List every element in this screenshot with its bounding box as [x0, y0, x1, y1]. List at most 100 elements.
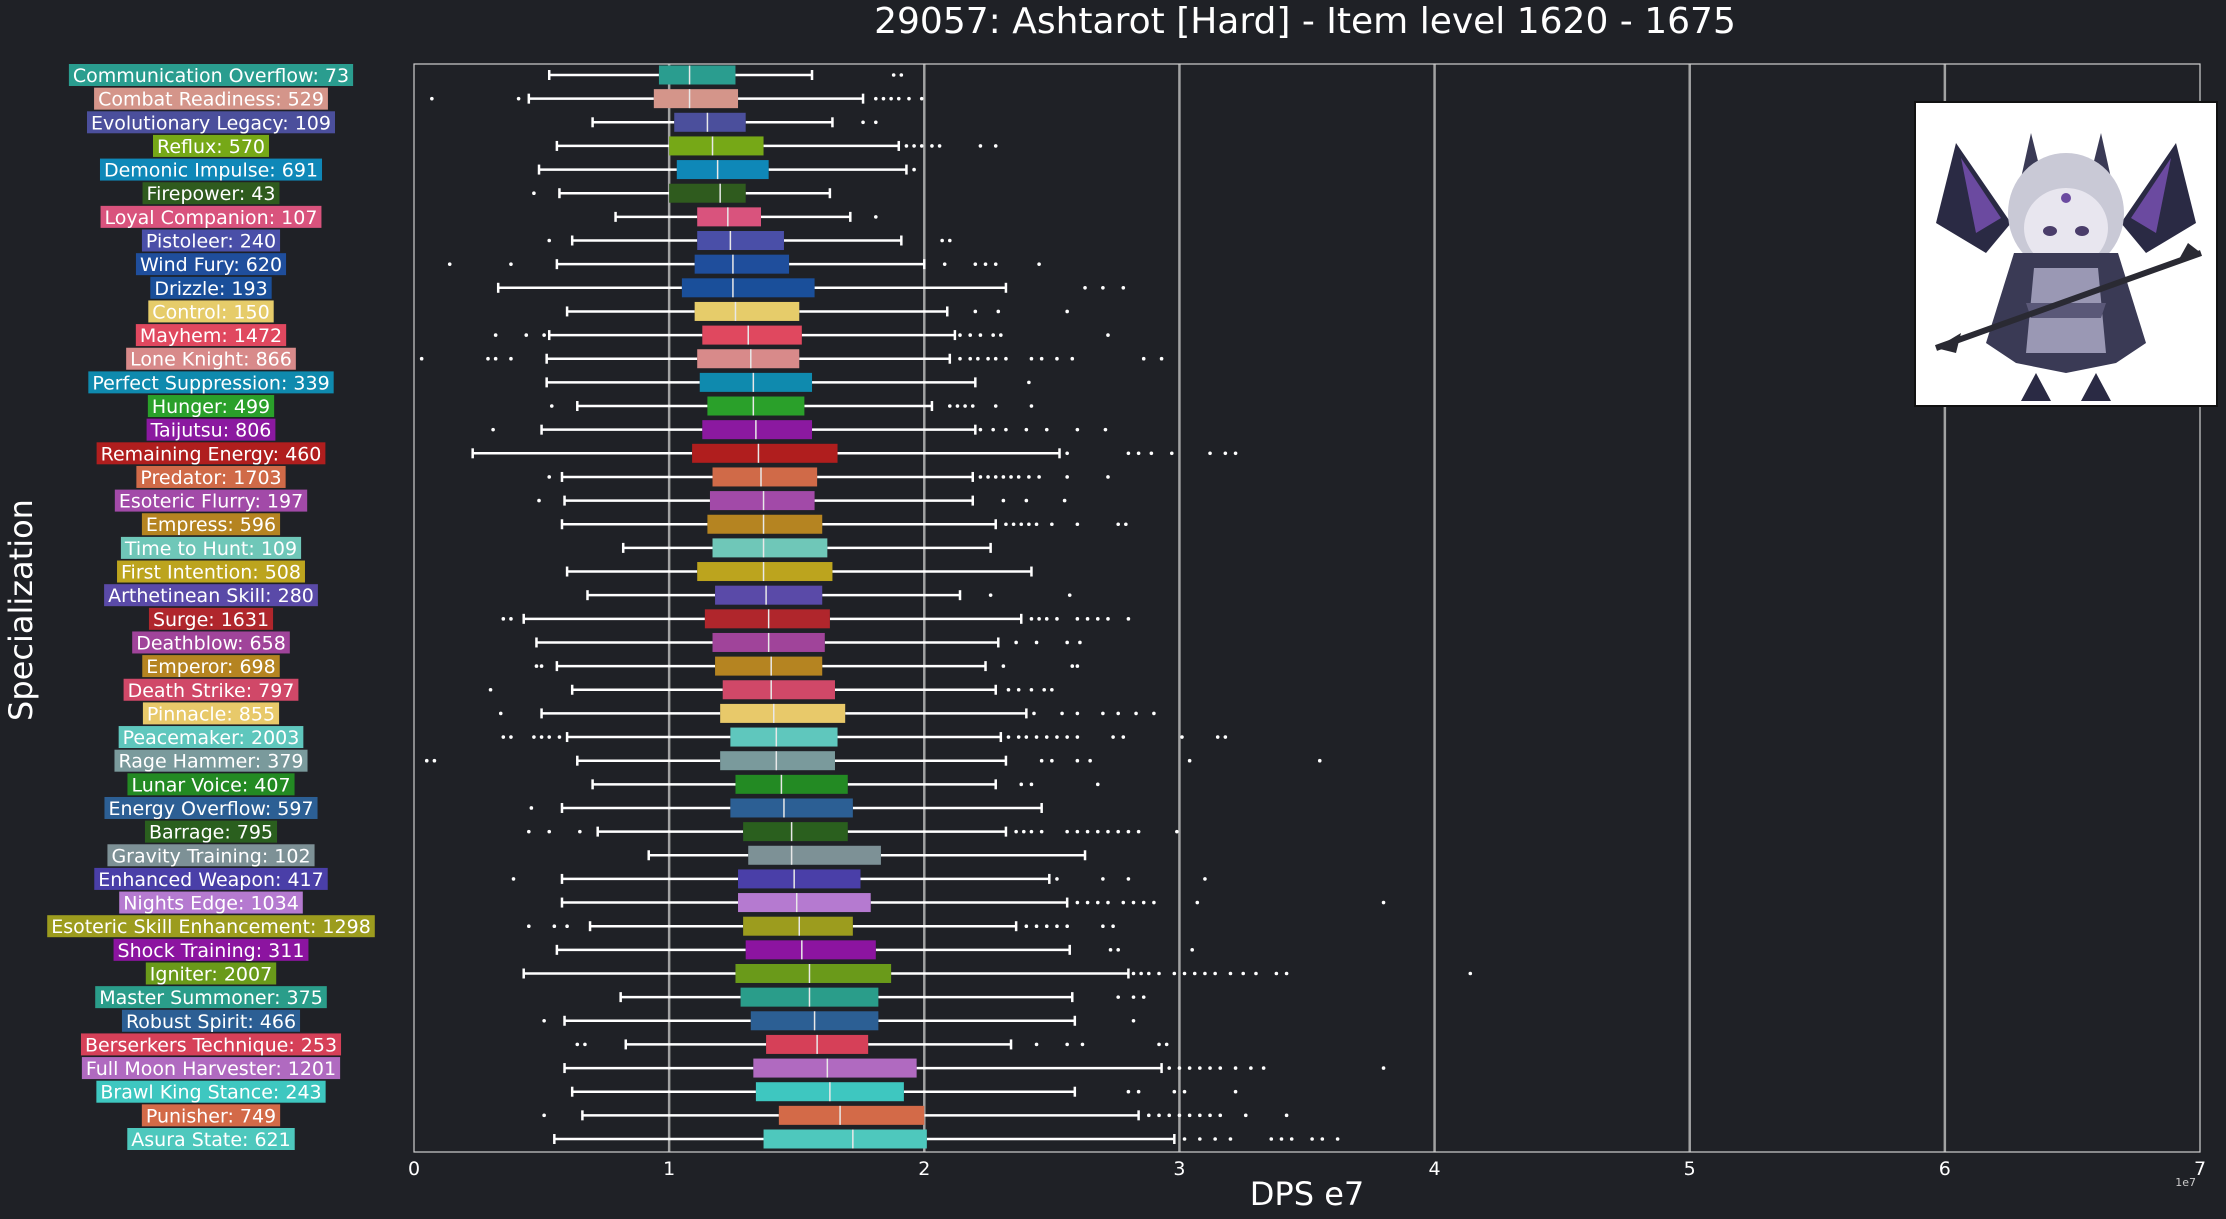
category-label: Igniter: 2007 — [145, 962, 277, 985]
outlier-point — [1065, 829, 1069, 834]
category-label: Full Moon Harvester: 1201 — [81, 1057, 341, 1080]
outlier-point — [1131, 971, 1136, 976]
category-label: Death Strike: 797 — [123, 678, 299, 702]
outlier-point — [1021, 829, 1026, 834]
category-label: Reflux: 570 — [153, 134, 269, 158]
category-label-text: Mayhem: 1472 — [140, 325, 282, 347]
outlier-point — [1075, 735, 1080, 739]
outlier-point — [1065, 1042, 1069, 1047]
box-row — [527, 822, 1179, 842]
outlier-point — [1055, 924, 1059, 928]
iqr-box — [694, 301, 800, 321]
x-tick-label: 0 — [408, 1158, 420, 1180]
outlier-point — [424, 758, 429, 763]
category-label: Drizzle: 193 — [150, 276, 272, 300]
x-tick-label: 1 — [663, 1158, 675, 1180]
category-label: Lone Knight: 866 — [126, 347, 296, 371]
outlier-point — [1065, 451, 1069, 456]
outlier-point — [1029, 404, 1034, 408]
category-label-bg — [142, 655, 280, 678]
category-label-bg — [145, 962, 277, 985]
category-label-text: Deathblow: 658 — [136, 632, 286, 654]
outlier-point — [1095, 829, 1100, 834]
outlier-point — [1039, 829, 1044, 834]
box-row — [547, 231, 952, 251]
outlier-point — [1126, 451, 1131, 456]
outlier-point — [1180, 735, 1184, 739]
category-label-bg — [148, 607, 274, 630]
category-label-text: Shock Training: 311 — [118, 940, 305, 962]
outlier-point — [1065, 735, 1069, 739]
category-label: Empress: 596 — [141, 513, 281, 536]
category-label: Punisher: 749 — [141, 1104, 281, 1127]
category-label-text: Brawl King Stance: 243 — [100, 1082, 321, 1104]
box-row — [471, 443, 1238, 463]
outlier-point — [991, 427, 995, 432]
outlier-point — [547, 829, 552, 834]
outlier-point — [919, 96, 924, 101]
iqr-box — [778, 1105, 925, 1125]
outlier-point — [1001, 475, 1006, 479]
outlier-point — [1062, 498, 1067, 503]
category-label-bg — [81, 1057, 341, 1080]
outlier-point — [1111, 735, 1115, 739]
outlier-point — [1085, 829, 1090, 834]
outlier-point — [1182, 1137, 1187, 1141]
category-label-text: Esoteric Flurry: 197 — [119, 491, 303, 513]
category-label-text: Empress: 596 — [146, 514, 276, 536]
outlier-point — [578, 829, 582, 834]
outlier-point — [1055, 877, 1059, 881]
outlier-point — [1241, 971, 1246, 976]
outlier-point — [1131, 900, 1136, 905]
box-row — [591, 112, 878, 132]
outlier-point — [1208, 451, 1212, 456]
outlier-point — [1108, 948, 1113, 952]
outlier-point — [874, 215, 878, 219]
category-label: Berserkers Technique: 253 — [80, 1033, 342, 1056]
outlier-point — [891, 73, 896, 77]
outlier-point — [516, 96, 521, 101]
outlier-point — [1269, 1137, 1274, 1141]
outlier-point — [942, 262, 947, 266]
outlier-point — [1004, 356, 1008, 361]
category-label-text: Enhanced Weapon: 417 — [98, 869, 323, 891]
outlier-point — [1034, 522, 1039, 527]
box-row — [647, 845, 1087, 865]
category-label-bg — [100, 205, 322, 228]
outlier-point — [1075, 711, 1080, 716]
outlier-point — [539, 664, 544, 668]
category-label-text: Punisher: 749 — [146, 1105, 276, 1127]
iqr-box — [715, 585, 823, 605]
outlier-point — [1152, 711, 1156, 716]
outlier-point — [1167, 1113, 1172, 1118]
outlier-point — [912, 167, 916, 172]
outlier-point — [988, 593, 993, 597]
category-label: Time to Hunt: 109 — [120, 536, 302, 560]
outlier-point — [1141, 356, 1146, 361]
outlier-point — [1075, 829, 1080, 834]
outlier-point — [1243, 1113, 1248, 1118]
category-label: Wind Fury: 620 — [135, 253, 287, 276]
category-label: Gravity Training: 102 — [107, 844, 315, 867]
category-label-bg — [123, 678, 299, 701]
outlier-point — [963, 404, 967, 408]
category-label-bg — [119, 891, 303, 914]
category-label-bg — [141, 229, 281, 252]
box-row — [527, 916, 1115, 936]
category-label-bg — [120, 536, 302, 559]
category-label-text: Robust Spirit: 466 — [126, 1011, 296, 1033]
x-tick-label: 7 — [2194, 1158, 2206, 1180]
outlier-point — [996, 309, 1001, 314]
category-label: Rage Hammer: 379 — [114, 749, 308, 773]
outlier-point — [539, 735, 544, 739]
outlier-point — [509, 262, 513, 266]
outlier-point — [1016, 687, 1021, 692]
x-offset-label: 1e7 — [2175, 1176, 2196, 1189]
category-label-bg — [99, 158, 323, 181]
outlier-point — [1208, 1113, 1212, 1118]
outlier-point — [999, 333, 1003, 337]
category-label-text: Arthetinean Skill: 280 — [108, 585, 314, 607]
box-row — [570, 1082, 1238, 1102]
category-label: Perfect Suppression: 339 — [88, 371, 334, 394]
